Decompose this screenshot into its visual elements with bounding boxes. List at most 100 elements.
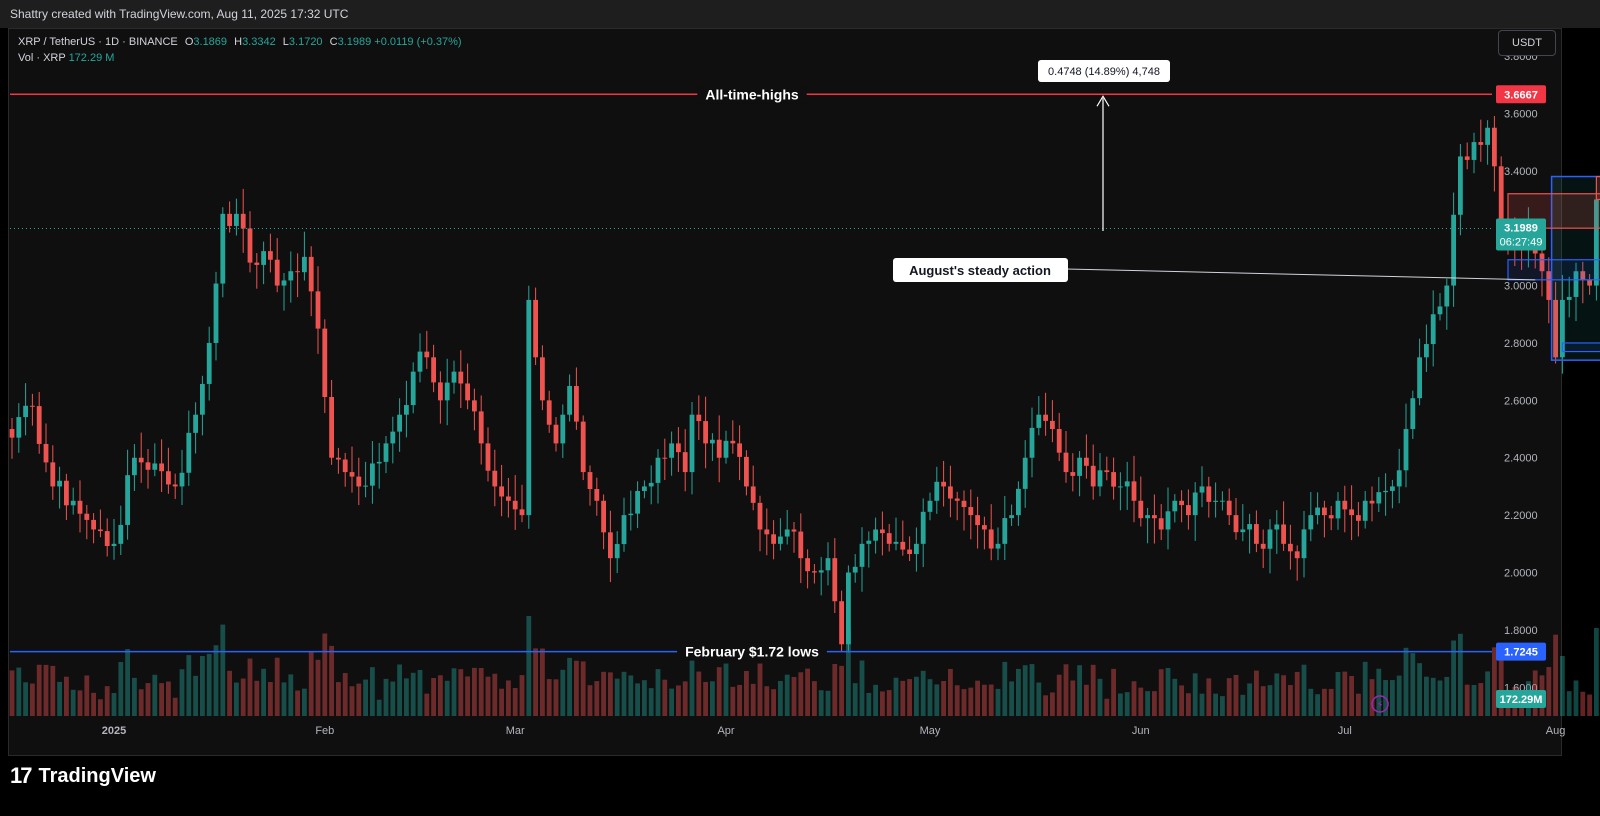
candle-body [1070,472,1076,476]
chart-panel[interactable] [8,28,1562,756]
candle-body [846,572,851,645]
candle-body [689,414,695,473]
candle-body [1566,296,1572,300]
low-value: 3.1720 [288,36,323,48]
volume-bar [512,688,518,716]
volume-bar [1315,694,1320,716]
candle-body [832,558,838,602]
volume-bar [1009,681,1014,716]
volume-bar [982,684,987,716]
candle-body [64,480,69,506]
tradingview-logo[interactable]: 17 TradingView [10,762,156,790]
change-value: +0.0119 (+0.37%) [374,36,462,48]
volume-bar [274,657,280,716]
ath-label: All-time-highs [705,86,799,102]
volume-bar [179,669,185,716]
volume-bar [655,669,661,716]
candle-body [839,601,844,645]
volume-bar [954,685,960,716]
volume-bar [757,663,763,716]
volume-bar [1172,678,1178,716]
currency-button[interactable]: USDT [1498,30,1556,56]
candle-body [968,507,974,516]
volume-bar [1573,680,1579,716]
volume-bar [111,692,117,716]
volume-bar [84,675,90,716]
candle-body [893,541,899,544]
volume-bar [1111,668,1116,716]
candle-body [16,417,22,438]
candle-body [621,515,627,545]
candle-body [1315,507,1320,516]
volume-bar [370,667,375,716]
volume-bar [784,674,790,716]
open-key: O [184,36,194,48]
candle-body [941,481,946,487]
candle-body [1274,524,1280,530]
candle-body [1145,515,1150,519]
volume-bar [206,653,212,716]
volume-bar [601,671,606,716]
volume-bar [1118,693,1123,716]
volume-bar [1226,678,1232,716]
volume-bar [302,688,307,716]
volume-bar [920,670,926,716]
candle-body [1124,481,1130,487]
candle-body [1002,518,1008,544]
volume-bar [43,664,49,716]
candle-body [818,570,824,573]
candle-body [730,440,736,444]
volume-bar [376,699,382,716]
volume-bar [1016,668,1021,716]
candle-body [376,461,382,464]
volume-bar [261,668,266,716]
volume-bar [852,683,858,716]
volume-bar [397,664,402,716]
volume-bar [968,687,974,716]
candle-body [1226,500,1232,516]
top-bar: Shattry created with TradingView.com, Au… [0,0,1600,28]
volume-bar [1097,678,1103,716]
volume-bar [1247,683,1252,716]
candle-body [886,533,892,544]
candle-body [9,429,15,438]
volume-bar [771,689,776,716]
candle-body [104,531,110,546]
candle-body [1546,271,1552,300]
measure-arrow-head [1096,95,1110,107]
volume-bar [50,665,56,716]
volume-bar [1560,656,1565,716]
candle-body [23,405,28,418]
volume-bar [23,682,28,716]
line-label-bg [697,85,807,104]
volume-bar [1349,676,1354,716]
volume-bar [465,676,470,716]
measure-label-box [1038,60,1170,82]
volume-bar [560,669,566,716]
candle-body [1560,299,1565,358]
volume-label[interactable]: Vol · XRP [18,52,66,64]
volume-bar [1362,661,1368,716]
candle-body [1587,280,1592,286]
candle-body [220,213,226,284]
candle-body [703,421,708,444]
volume-bar [1322,688,1327,716]
candle-body [737,443,742,457]
x-tick-label: Aug [1546,725,1566,737]
candle-body [560,414,566,444]
candle-body [1063,452,1069,473]
candle-body [451,371,457,383]
symbol-label[interactable]: XRP / TetherUS · 1D · BINANCE [18,36,178,48]
volume-bar [342,673,348,716]
candle-body [70,500,76,506]
volume-bar [104,686,110,716]
volume-value: 172.29 M [68,52,115,64]
y-tick-label: 2.6000 [1504,395,1538,407]
volume-bar [1328,688,1334,716]
volume-bar [961,689,967,716]
volume-bar [70,689,76,716]
candle-body [349,472,355,477]
candle-body [417,351,423,372]
volume-bar [676,685,681,716]
